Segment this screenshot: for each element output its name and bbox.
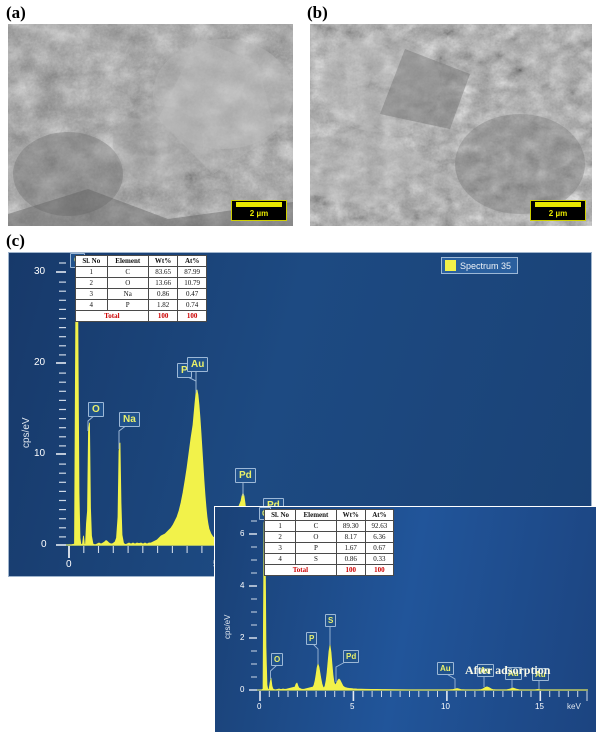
legend-label: Spectrum 35 (460, 260, 512, 271)
cell-wt: 13.66 (147, 277, 179, 289)
cell-at: 10.79 (177, 277, 207, 289)
inset-y-tick-6: 6 (240, 529, 245, 538)
table-row: 1 C 83.65 87.99 (75, 266, 207, 278)
table-row: 1 C 89.30 92.63 (263, 520, 395, 532)
table-total-row: Total 100 100 (75, 310, 207, 322)
cell-element: P (295, 542, 337, 554)
table-row: 4 P 1.82 0.74 (75, 299, 207, 311)
sem-texture-b (310, 24, 592, 226)
th-at: At% (177, 255, 207, 267)
inset-x-tick-10: 10 (441, 702, 450, 711)
peak-label-pd-1: Pd (235, 468, 256, 483)
cell-total-label: Total (264, 564, 337, 576)
sem-micrograph-a: 2 µm (8, 24, 293, 226)
cell-element: C (295, 520, 337, 532)
cell-sl: 2 (263, 531, 297, 543)
main-x-tick-0: 0 (66, 559, 72, 570)
scale-bar-label-b: 2 µm (548, 209, 568, 218)
peak-label-na: Na (119, 412, 140, 427)
sem-micrograph-b: 2 µm (310, 24, 592, 226)
cell-element: C (106, 266, 149, 278)
table-row: 3 P 1.67 0.67 (263, 542, 395, 554)
th-wt: Wt% (335, 509, 366, 521)
legend-color-swatch (445, 260, 456, 271)
cell-total-wt: 100 (147, 310, 179, 322)
panel-label-b: (b) (307, 3, 328, 22)
cell-total-at: 100 (177, 310, 207, 322)
panel-label-a: (a) (6, 3, 26, 22)
inset-peak-label-o: O (271, 653, 284, 666)
cell-element: P (106, 299, 149, 311)
inset-peak-label-s: S (325, 614, 337, 627)
th-sl-no: Sl. No (75, 255, 108, 267)
cell-wt: 0.86 (335, 553, 366, 565)
scale-bar-line-b (535, 202, 581, 209)
inset-x-tick-15: 15 (535, 702, 544, 711)
panel-label-c: (c) (6, 231, 25, 250)
composition-table-before: Sl. No Element Wt% At% 1 C 83.65 87.99 2… (75, 255, 207, 322)
table-row: 3 Na 0.86 0.47 (75, 288, 207, 300)
cell-sl: 2 (75, 277, 108, 289)
cell-total-wt: 100 (335, 564, 366, 576)
table-header-row: Sl. No Element Wt% At% (75, 255, 207, 267)
cell-sl: 3 (75, 288, 108, 300)
table-row: 2 O 8.17 6.36 (263, 531, 395, 543)
cell-sl: 1 (75, 266, 108, 278)
table-header-row: Sl. No Element Wt% At% (263, 509, 395, 521)
cell-element: O (106, 277, 149, 289)
cell-wt: 8.17 (335, 531, 366, 543)
main-y-tick-30: 30 (34, 266, 46, 277)
cell-at: 0.33 (364, 553, 395, 565)
scale-bar-line-a (236, 202, 282, 209)
after-adsorption-note: After adsorption (465, 663, 551, 677)
cell-wt: 83.65 (147, 266, 179, 278)
cell-wt: 1.67 (335, 542, 366, 554)
edx-chart-after-inset: cps/eV 0 2 4 6 (214, 506, 597, 733)
main-y-tick-0: 0 (41, 539, 47, 550)
cell-at: 0.74 (177, 299, 207, 311)
composition-table-after: Sl. No Element Wt% At% 1 C 89.30 92.63 2… (263, 509, 395, 576)
cell-total-at: 100 (364, 564, 395, 576)
scale-bar-a: 2 µm (231, 200, 287, 221)
cell-wt: 1.82 (147, 299, 179, 311)
th-element: Element (295, 509, 337, 521)
cell-sl: 4 (75, 299, 108, 311)
scale-bar-b: 2 µm (530, 200, 586, 221)
cell-total-label: Total (75, 310, 149, 322)
cell-at: 0.67 (364, 542, 395, 554)
inset-peak-label-pd: Pd (343, 650, 360, 663)
th-wt: Wt% (147, 255, 179, 267)
cell-at: 0.47 (177, 288, 207, 300)
cell-element: O (295, 531, 337, 543)
inset-x-tick-0: 0 (257, 702, 262, 711)
inset-peak-label-au-1: Au (437, 662, 454, 675)
cell-at: 87.99 (177, 266, 207, 278)
main-y-tick-20: 20 (34, 357, 46, 368)
cell-wt: 89.30 (335, 520, 366, 532)
table-total-row: Total 100 100 (264, 564, 395, 576)
cell-wt: 0.86 (147, 288, 179, 300)
cell-at: 92.63 (364, 520, 395, 532)
peak-label-o: O (88, 402, 104, 417)
table-row: 4 S 0.86 0.33 (263, 553, 395, 565)
edx-chart-before: cps/eV 0 10 20 30 (8, 252, 597, 733)
scale-bar-label-a: 2 µm (249, 209, 269, 218)
cell-element: S (295, 553, 337, 565)
chart-legend: Spectrum 35 (441, 257, 519, 274)
cell-at: 6.36 (364, 531, 395, 543)
main-y-tick-10: 10 (34, 448, 46, 459)
th-sl-no: Sl. No (263, 509, 297, 521)
inset-x-tick-5: 5 (350, 702, 355, 711)
inset-x-axis-title: keV (567, 702, 581, 711)
inset-peak-label-p: P (306, 632, 318, 645)
table-row: 2 O 13.66 10.79 (75, 277, 207, 289)
cell-sl: 4 (263, 553, 297, 565)
cell-sl: 3 (263, 542, 297, 554)
peak-label-au-1: Au (187, 357, 209, 372)
cell-element: Na (106, 288, 149, 300)
sem-texture-a (8, 24, 293, 226)
th-at: At% (364, 509, 395, 521)
th-element: Element (106, 255, 149, 267)
cell-sl: 1 (263, 520, 297, 532)
